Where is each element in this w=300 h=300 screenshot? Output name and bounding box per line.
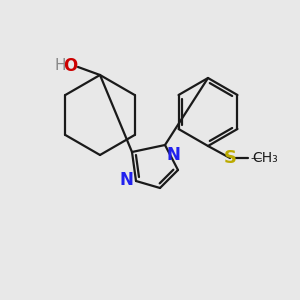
Text: N: N — [167, 146, 181, 164]
Text: O: O — [63, 57, 77, 75]
Text: CH₃: CH₃ — [252, 151, 278, 165]
Text: S: S — [224, 149, 236, 167]
Text: —: — — [250, 153, 261, 163]
Text: N: N — [119, 171, 133, 189]
Text: H: H — [55, 58, 66, 74]
